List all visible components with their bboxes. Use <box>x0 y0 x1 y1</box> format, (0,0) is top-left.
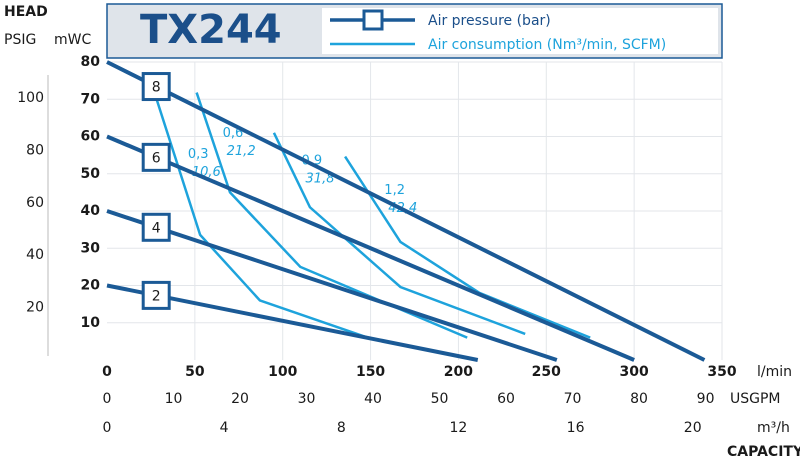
axis-title: l/min <box>757 364 792 380</box>
x-tick-label: 200 <box>444 364 473 380</box>
curve-label: 0,3 <box>188 147 209 162</box>
axis-title: CAPACITY <box>727 444 800 460</box>
pressure-line <box>106 134 635 362</box>
x2-tick-label: 90 <box>697 391 715 407</box>
legend-label: Air consumption (Nm³/min, SCFM) <box>428 37 666 53</box>
y-tick-label: 30 <box>81 240 101 256</box>
pressure-line <box>106 60 706 362</box>
x3-tick-label: 16 <box>567 420 585 436</box>
x-tick-label: 300 <box>620 364 649 380</box>
pressure-marker <box>141 72 171 102</box>
consumption-curve <box>272 132 526 336</box>
y2-tick-label: 40 <box>26 247 44 263</box>
x2-tick-label: 20 <box>231 391 249 407</box>
curve-label: 1,2 <box>384 183 405 198</box>
x2-tick-label: 60 <box>497 391 515 407</box>
y-tick-label: 50 <box>81 166 101 182</box>
x2-tick-label: 50 <box>431 391 449 407</box>
y-tick-label: 20 <box>81 278 101 294</box>
curve-label: 21,2 <box>227 144 256 159</box>
x2-tick-label: 0 <box>103 391 112 407</box>
consumption-curve <box>153 92 369 339</box>
x2-tick-label: 40 <box>364 391 382 407</box>
legend-label: Air pressure (bar) <box>428 13 551 29</box>
legend-box <box>322 8 718 54</box>
series-label: 8 <box>152 80 161 96</box>
series-label: 4 <box>152 220 161 236</box>
x3-tick-label: 12 <box>450 420 468 436</box>
series-label: 2 <box>152 288 161 304</box>
x3-tick-label: 4 <box>220 420 229 436</box>
y-tick-label: 70 <box>81 91 101 107</box>
pressure-marker <box>141 280 171 310</box>
series-label: 6 <box>152 150 161 166</box>
x2-tick-label: 70 <box>564 391 582 407</box>
x3-tick-label: 8 <box>337 420 346 436</box>
pressure-marker <box>141 142 171 172</box>
y-tick-label: 10 <box>81 315 101 331</box>
y2-tick-label: 20 <box>26 300 44 316</box>
x-tick-label: 350 <box>707 364 736 380</box>
y-tick-label: 40 <box>81 203 101 219</box>
curve-label: 31,8 <box>306 172 335 187</box>
legend-marker <box>362 9 384 31</box>
y-tick-label: 60 <box>81 129 101 145</box>
y-tick-label: 80 <box>81 54 101 70</box>
x3-tick-label: 0 <box>103 420 112 436</box>
x-tick-label: 50 <box>185 364 205 380</box>
y2-tick-label: 80 <box>26 142 44 158</box>
x-tick-label: 100 <box>268 364 297 380</box>
curve-label: 0,6 <box>223 126 244 141</box>
axis-title: HEAD <box>4 4 48 20</box>
axis-title: USGPM <box>730 391 781 407</box>
chart-title: TX244 <box>140 7 282 53</box>
y2-tick-label: 60 <box>26 195 44 211</box>
axis-title: mWC <box>54 32 91 48</box>
x2-tick-label: 30 <box>298 391 316 407</box>
axis-title: m³/h <box>757 420 790 436</box>
x3-tick-label: 20 <box>684 420 702 436</box>
x-tick-label: 150 <box>356 364 385 380</box>
y2-tick-label: 100 <box>17 90 44 106</box>
pressure-marker <box>141 212 171 242</box>
x2-tick-label: 80 <box>630 391 648 407</box>
grid <box>107 61 723 360</box>
axis-title: PSIG <box>4 32 36 48</box>
x2-tick-label: 10 <box>165 391 183 407</box>
x-tick-label: 250 <box>532 364 561 380</box>
consumption-curve <box>344 155 591 339</box>
x-tick-label: 0 <box>102 364 112 380</box>
pressure-line <box>106 209 558 362</box>
